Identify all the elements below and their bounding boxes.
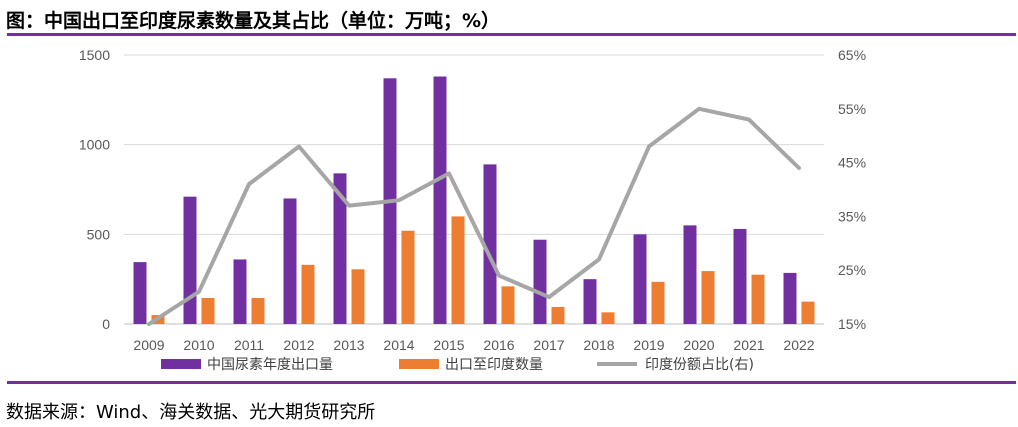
x-tick-label: 2022 [783,337,814,353]
right-axis: 15% 25% 35% 45% 55% 65% [838,47,866,332]
bar-china-export [433,76,447,325]
x-tick-label: 2016 [483,337,514,353]
x-tick-label: 2020 [683,337,714,353]
legend-label-india: 出口至印度数量 [445,357,543,373]
x-tick-label: 2014 [383,337,414,353]
y-right-tick-label: 35% [838,208,866,224]
bar-india-export [201,297,215,324]
bar-india-export [501,286,515,324]
x-tick-label: 2017 [533,337,564,353]
x-tick-label: 2012 [283,337,314,353]
bar-china-export [783,272,797,324]
bar-china-export [683,225,697,324]
bar-china-export [733,228,747,324]
x-tick-label: 2013 [333,337,364,353]
bar-india-export [601,312,615,324]
bars [133,76,815,325]
bar-india-export [801,301,815,324]
x-axis: 2009 2010 2011 2012 2013 2014 2015 2016 2017 2018… [133,337,814,353]
legend-label-china: 中国尿素年度出口量 [207,357,333,373]
x-tick-label: 2009 [133,337,164,353]
share-line-path [147,106,801,326]
x-tick-label: 2021 [733,337,764,353]
bar-india-export [401,230,415,324]
y-right-tick-label: 55% [838,101,866,117]
bar-china-export [333,173,347,324]
legend-swatch-china [161,359,201,369]
bar-china-export [633,234,647,324]
x-tick-label: 2011 [234,337,264,353]
bar-china-export [533,239,547,324]
bar-india-export [301,264,315,324]
left-axis: 0 500 1000 1500 [79,47,110,332]
title-rule [7,33,1016,36]
x-tick-label: 2018 [583,337,614,353]
legend-swatch-india [399,359,439,369]
legend-label-share: 印度份额占比(右) [645,357,754,373]
footer-rule [7,381,1016,384]
bar-china-export [583,279,597,324]
y-left-tick-label: 1500 [79,47,110,63]
bar-india-export [251,297,265,324]
y-right-tick-label: 65% [838,47,866,63]
x-tick-label: 2015 [433,337,464,353]
y-right-tick-label: 45% [838,155,866,171]
x-tick-label: 2019 [633,337,664,353]
y-right-tick-label: 15% [838,316,866,332]
bar-china-export [483,164,497,324]
bar-india-export [551,306,565,324]
bar-china-export [233,259,247,324]
source-note: 数据来源：Wind、海关数据、光大期货研究所 [6,402,376,423]
bar-china-export [133,262,147,324]
bar-india-export [351,269,365,324]
y-left-tick-label: 500 [87,226,111,242]
bar-india-export [651,281,665,324]
chart-title: 图：中国出口至印度尿素数量及其占比（单位：万吨；%） [6,10,501,32]
y-left-tick-label: 0 [102,316,110,332]
bar-india-export [701,271,715,324]
bar-china-export [283,198,297,324]
x-tick-label: 2010 [183,337,214,353]
y-right-tick-label: 25% [838,262,866,278]
bar-india-export [751,274,765,324]
legend: 中国尿素年度出口量 出口至印度数量 印度份额占比(右) [161,357,754,373]
bar-india-export [451,216,465,324]
y-left-tick-label: 1000 [79,137,110,153]
gridlines [124,54,824,325]
bar-china-export [183,196,197,324]
share-line [147,106,801,326]
